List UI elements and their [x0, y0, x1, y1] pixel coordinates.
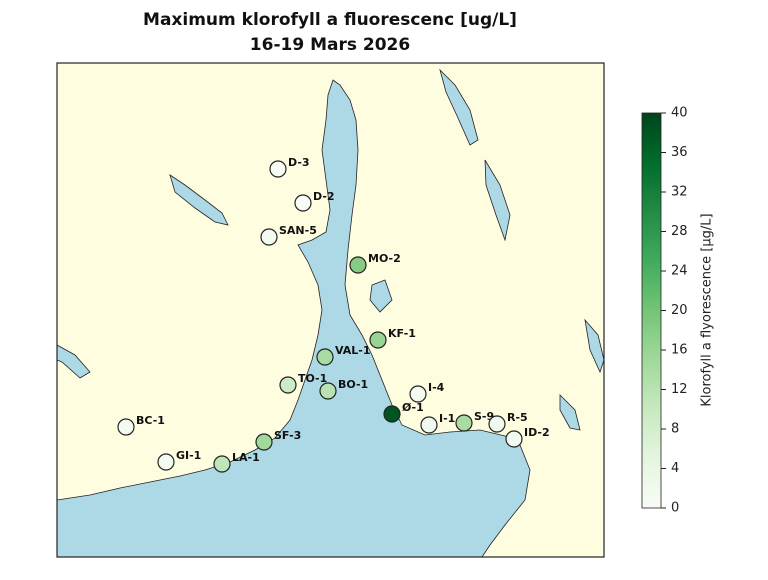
station-marker: [279, 376, 297, 394]
station-marker: [316, 348, 334, 366]
station-label: SF-3: [274, 429, 301, 442]
station-marker: [269, 160, 287, 178]
station-label: BC-1: [136, 414, 165, 427]
colorbar-tick-label: 40: [671, 106, 688, 121]
colorbar-tick-label: 32: [671, 185, 688, 200]
lake: [169, 174, 229, 226]
station-marker: [349, 256, 367, 274]
colorbar: [641, 112, 662, 509]
station-marker: [255, 433, 273, 451]
lake: [584, 318, 604, 374]
station-label: I-4: [428, 381, 445, 394]
station-label: I-1: [439, 412, 455, 425]
station-label: SAN-5: [279, 224, 317, 237]
map-area: [57, 63, 604, 557]
station-marker: [420, 416, 438, 434]
station-marker: [260, 228, 278, 246]
chart-title: Maximum klorofyll a fluorescenc [ug/L]: [143, 10, 517, 30]
colorbar-tick-label: 36: [671, 145, 688, 160]
map-frame: [56, 62, 605, 558]
station-label: ID-2: [524, 426, 550, 439]
lake: [484, 159, 511, 242]
station-marker: [369, 331, 387, 349]
station-marker: [455, 414, 473, 432]
chart-subtitle: 16-19 Mars 2026: [250, 35, 410, 55]
colorbar-tick-label: 0: [671, 501, 679, 516]
station-label: TO-1: [298, 372, 327, 385]
lake: [559, 394, 581, 431]
colorbar-tick-label: 16: [671, 343, 688, 358]
station-marker: [213, 455, 231, 473]
sea: [57, 79, 531, 557]
colorbar-tick-label: 4: [671, 461, 679, 476]
colorbar-tick-label: 28: [671, 224, 688, 239]
station-label: MO-2: [368, 252, 401, 265]
colorbar-tick-label: 20: [671, 303, 688, 318]
station-label: LA-1: [232, 451, 260, 464]
lake: [439, 68, 479, 146]
station-marker: [117, 418, 135, 436]
station-label: VAL-1: [335, 344, 371, 357]
station-label: D-3: [288, 156, 310, 169]
lake: [57, 344, 91, 379]
colorbar-label: Klorofyll a flyorescence [µg/L]: [700, 213, 715, 406]
station-label: D-2: [313, 190, 335, 203]
station-label: Ø-1: [402, 401, 424, 414]
station-marker: [488, 415, 506, 433]
station-marker: [157, 453, 175, 471]
station-label: GI-1: [176, 449, 201, 462]
station-label: BO-1: [338, 378, 368, 391]
station-label: S-9: [474, 410, 494, 423]
station-marker: [294, 194, 312, 212]
station-label: KF-1: [388, 327, 416, 340]
station-label: R-5: [507, 411, 528, 424]
colorbar-tick-label: 8: [671, 422, 679, 437]
station-marker: [319, 382, 337, 400]
colorbar-tick-label: 12: [671, 382, 688, 397]
colorbar-tick-label: 24: [671, 264, 688, 279]
station-marker: [505, 430, 523, 448]
station-marker: [409, 385, 427, 403]
station-marker: [383, 405, 401, 423]
lake: [369, 279, 393, 313]
